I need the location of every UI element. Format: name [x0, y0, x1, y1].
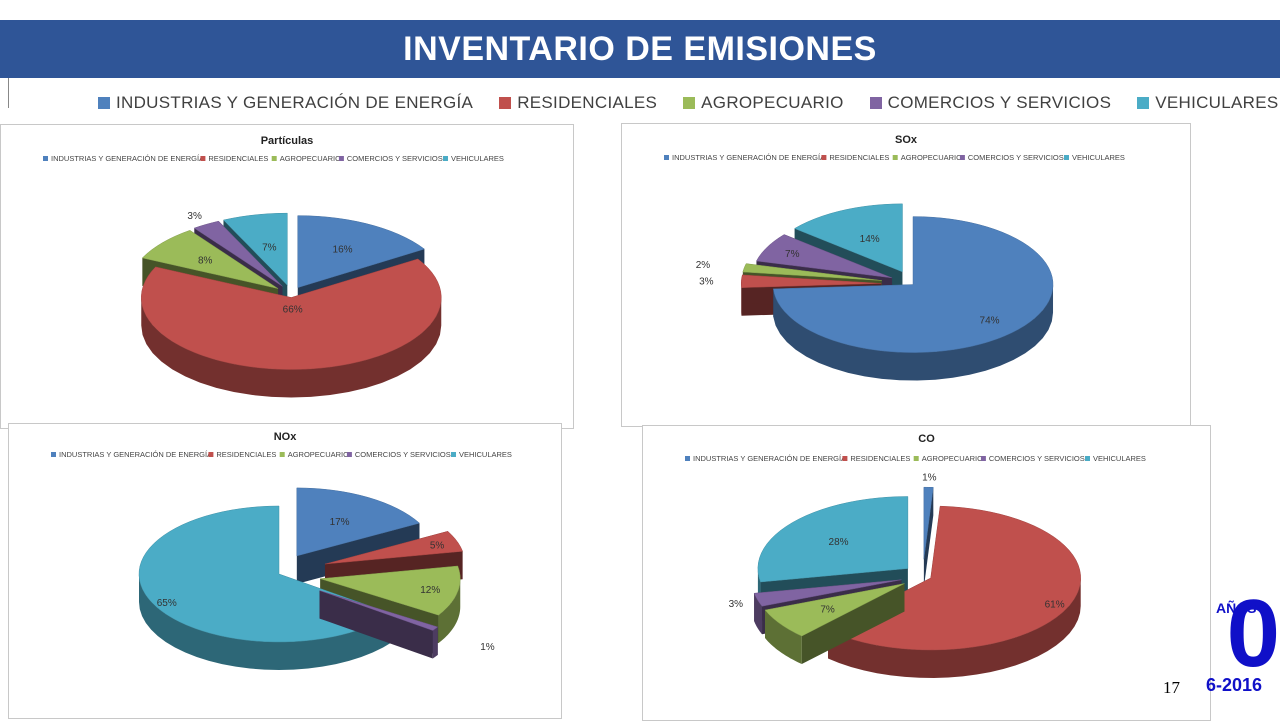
- legend-swatch: [914, 456, 919, 461]
- data-label: 7%: [820, 605, 835, 616]
- data-label: 8%: [198, 256, 213, 267]
- legend-label: AGROPECUARIO: [280, 154, 341, 163]
- pie-slice: [141, 259, 441, 398]
- main-legend-item: AGROPECUARIO: [683, 93, 843, 113]
- legend-swatch: [451, 452, 456, 457]
- legend-swatch: [339, 156, 344, 161]
- legend-swatch: [443, 156, 448, 161]
- legend-label: VEHICULARES: [1093, 454, 1146, 463]
- data-label: 5%: [430, 540, 445, 551]
- data-label: 3%: [729, 599, 744, 610]
- legend-swatch: [893, 155, 898, 160]
- slide-title: INVENTARIO DE EMISIONES: [0, 20, 1280, 78]
- page-number: 17: [1163, 678, 1180, 698]
- chart-panel-nox: NOx INDUSTRIAS Y GENERACIÓN DE ENERGÍA RES…: [8, 423, 562, 719]
- legend-swatch: [1137, 97, 1149, 109]
- main-legend-item: VEHICULARES: [1137, 93, 1278, 113]
- main-legend-label: COMERCIOS Y SERVICIOS: [888, 93, 1112, 113]
- chart-title: Partículas: [261, 135, 314, 147]
- main-legend-item: RESIDENCIALES: [499, 93, 657, 113]
- legend-swatch: [960, 155, 965, 160]
- data-label: 2%: [696, 260, 711, 271]
- legend-swatch: [664, 155, 669, 160]
- main-legend-label: AGROPECUARIO: [701, 93, 843, 113]
- legend-swatch: [200, 156, 205, 161]
- legend-swatch: [280, 452, 285, 457]
- pie-chart-co: CO INDUSTRIAS Y GENERACIÓN DE ENERGÍA RESI…: [643, 426, 1210, 720]
- data-label: 1%: [480, 642, 495, 653]
- data-label: 12%: [420, 585, 440, 596]
- main-legend-label: INDUSTRIAS Y GENERACIÓN DE ENERGÍA: [116, 93, 473, 113]
- legend-label: COMERCIOS Y SERVICIOS: [989, 454, 1085, 463]
- legend-swatch: [870, 97, 882, 109]
- data-label: 7%: [785, 249, 800, 260]
- data-label: 74%: [980, 315, 1000, 326]
- legend-label: AGROPECUARIO: [901, 153, 962, 162]
- legend-swatch: [683, 97, 695, 109]
- logo-anos: AÑOS: [1216, 600, 1256, 616]
- main-legend-item: COMERCIOS Y SERVICIOS: [870, 93, 1112, 113]
- data-label: 7%: [262, 243, 277, 254]
- chart-title: CO: [918, 433, 935, 445]
- legend-label: VEHICULARES: [459, 450, 512, 459]
- pie-chart-sox: SOx INDUSTRIAS Y GENERACIÓN DE ENERGÍA RES…: [622, 124, 1190, 426]
- data-label: 65%: [157, 598, 177, 609]
- data-label: 28%: [829, 537, 849, 548]
- legend-label: INDUSTRIAS Y GENERACIÓN DE ENERGÍA: [51, 154, 204, 163]
- legend-swatch: [347, 452, 352, 457]
- data-label: 3%: [187, 211, 202, 222]
- legend-swatch: [98, 97, 110, 109]
- title-bar: INVENTARIO DE EMISIONES: [0, 20, 1280, 78]
- logo-year: 6-2016: [1206, 675, 1262, 696]
- chart-title: SOx: [895, 134, 918, 146]
- legend-swatch: [842, 456, 847, 461]
- chart-title: NOx: [274, 431, 298, 443]
- legend-swatch: [272, 156, 277, 161]
- legend-swatch: [1085, 456, 1090, 461]
- legend-swatch: [1064, 155, 1069, 160]
- data-label: 14%: [860, 234, 880, 245]
- legend-swatch: [51, 452, 56, 457]
- legend-swatch: [208, 452, 213, 457]
- legend-label: RESIDENCIALES: [829, 153, 889, 162]
- legend-swatch: [821, 155, 826, 160]
- chart-panel-sox: SOx INDUSTRIAS Y GENERACIÓN DE ENERGÍA RES…: [621, 123, 1191, 427]
- data-label: 16%: [333, 245, 353, 256]
- data-label: 1%: [922, 472, 937, 483]
- legend-label: AGROPECUARIO: [288, 450, 349, 459]
- legend-label: INDUSTRIAS Y GENERACIÓN DE ENERGÍA: [59, 450, 212, 459]
- legend-label: COMERCIOS Y SERVICIOS: [968, 153, 1064, 162]
- slice-rim: [433, 627, 438, 659]
- legend-label: AGROPECUARIO: [922, 454, 983, 463]
- legend-label: RESIDENCIALES: [850, 454, 910, 463]
- legend-label: VEHICULARES: [451, 154, 504, 163]
- legend-label: RESIDENCIALES: [208, 154, 268, 163]
- legend-label: COMERCIOS Y SERVICIOS: [355, 450, 451, 459]
- legend-label: RESIDENCIALES: [216, 450, 276, 459]
- data-label: 66%: [283, 304, 303, 315]
- main-legend: INDUSTRIAS Y GENERACIÓN DE ENERGÍA RESID…: [98, 91, 1280, 115]
- legend-swatch: [43, 156, 48, 161]
- legend-swatch: [981, 456, 986, 461]
- legend-label: INDUSTRIAS Y GENERACIÓN DE ENERGÍA: [693, 454, 846, 463]
- legend-label: VEHICULARES: [1072, 153, 1125, 162]
- data-label: 3%: [699, 277, 714, 288]
- legend-swatch: [499, 97, 511, 109]
- chart-panel-particulas: Partículas INDUSTRIAS Y GENERACIÓN DE ENE…: [0, 124, 574, 429]
- main-legend-label: RESIDENCIALES: [517, 93, 657, 113]
- pie-chart-particulas: Partículas INDUSTRIAS Y GENERACIÓN DE ENE…: [1, 125, 573, 428]
- chart-panel-co: CO INDUSTRIAS Y GENERACIÓN DE ENERGÍA RESI…: [642, 425, 1211, 721]
- legend-swatch: [685, 456, 690, 461]
- legend-label: COMERCIOS Y SERVICIOS: [347, 154, 443, 163]
- main-legend-label: VEHICULARES: [1155, 93, 1278, 113]
- divider: [8, 78, 9, 108]
- data-label: 61%: [1045, 600, 1065, 611]
- legend-label: INDUSTRIAS Y GENERACIÓN DE ENERGÍA: [672, 153, 825, 162]
- data-label: 17%: [330, 517, 350, 528]
- pie-chart-nox: NOx INDUSTRIAS Y GENERACIÓN DE ENERGÍA RES…: [9, 424, 561, 718]
- main-legend-item: INDUSTRIAS Y GENERACIÓN DE ENERGÍA: [98, 93, 473, 113]
